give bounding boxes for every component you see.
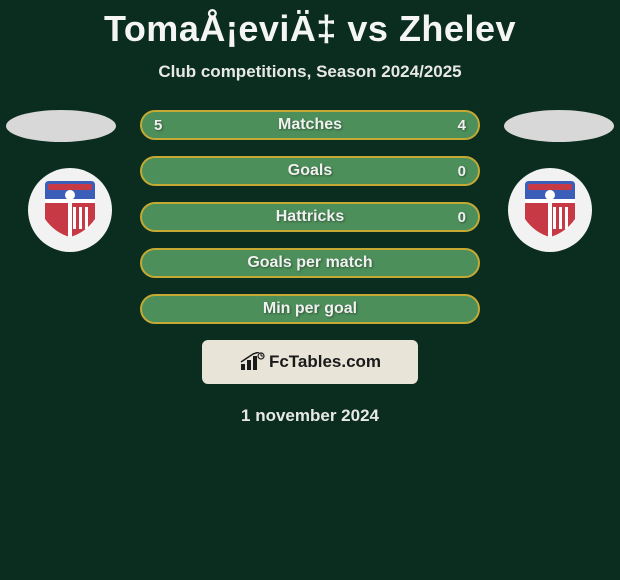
stats-column: 5 Matches 4 Goals 0 Hattricks 0 Goals pe… [140,110,480,324]
stat-row-min-per-goal: Min per goal [140,294,480,324]
fctables-logo[interactable]: FcTables.com [202,340,418,384]
page-title: TomaÅ¡eviÄ‡ vs Zhelev [0,0,620,50]
stat-row-matches: 5 Matches 4 [140,110,480,140]
stat-label: Hattricks [276,208,344,226]
stat-label: Min per goal [263,300,357,318]
stat-label: Matches [278,116,342,134]
stat-right-value: 0 [458,163,466,180]
stat-right-value: 4 [458,117,466,134]
stat-right-value: 0 [458,209,466,226]
club-badge-left [28,168,112,252]
club-crest-icon [43,179,97,241]
club-badge-right [508,168,592,252]
stat-row-hattricks: Hattricks 0 [140,202,480,232]
club-crest-icon [523,179,577,241]
date-text: 1 november 2024 [0,406,620,426]
chart-icon [239,352,265,372]
logo-text: FcTables.com [269,352,381,372]
stat-row-goals: Goals 0 [140,156,480,186]
player-photo-left [6,110,116,142]
stat-left-value: 5 [154,117,162,134]
stat-label: Goals [288,162,332,180]
stat-label: Goals per match [247,254,372,272]
comparison-area: 5 Matches 4 Goals 0 Hattricks 0 Goals pe… [0,110,620,426]
player-photo-right [504,110,614,142]
stat-row-goals-per-match: Goals per match [140,248,480,278]
subtitle: Club competitions, Season 2024/2025 [0,62,620,82]
